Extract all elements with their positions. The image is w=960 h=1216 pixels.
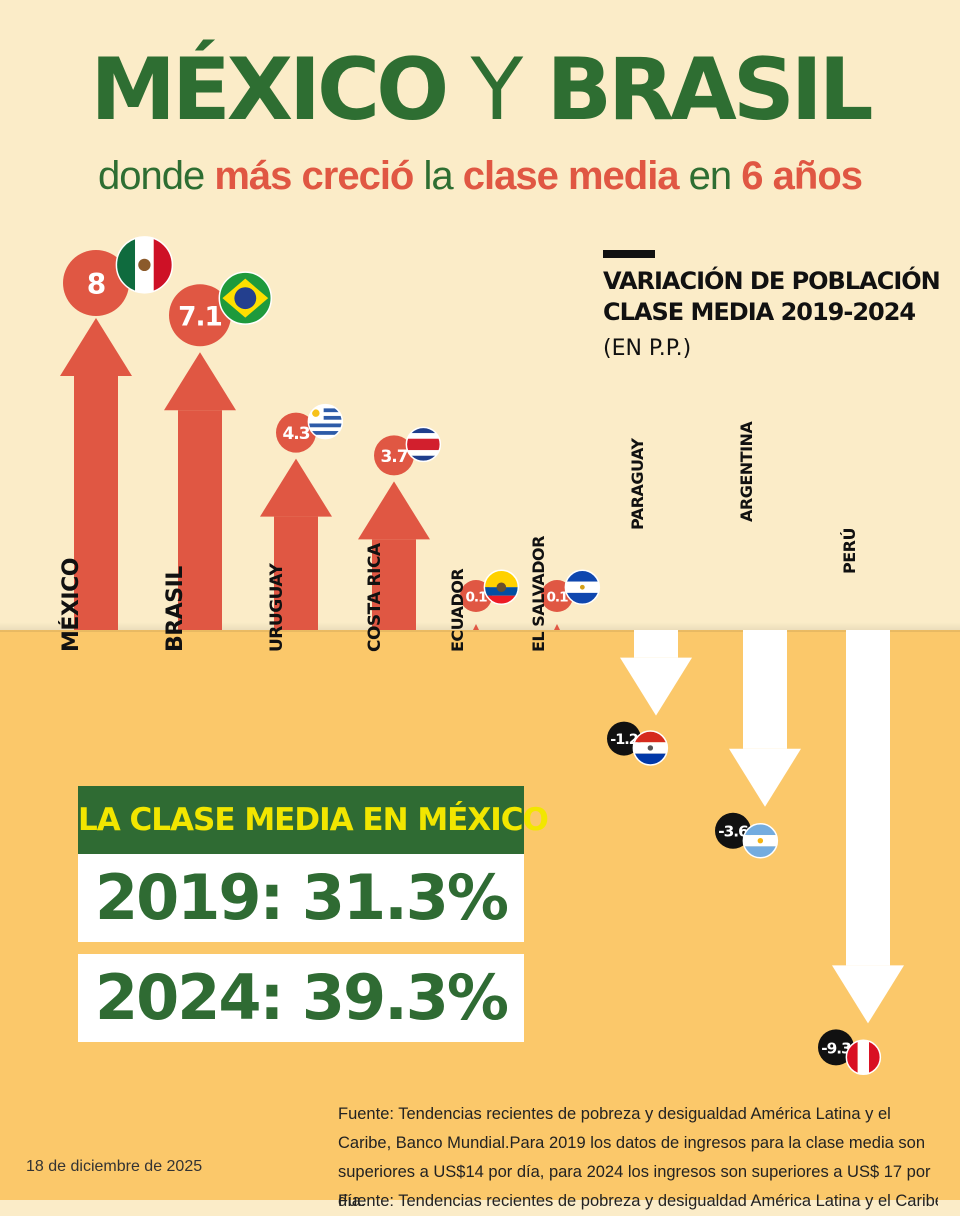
bar-arrowhead: [164, 352, 236, 411]
bar-arrowhead: [473, 624, 479, 630]
country-label: ARGENTINA: [737, 421, 757, 522]
mexico-summary-box: LA CLASE MEDIA EN MÉXICO 2019: 31.3% 202…: [78, 786, 549, 1042]
country-label: BRASIL: [162, 566, 188, 652]
subtitle-highlight: clase media: [462, 154, 680, 198]
value-label: 0.1: [465, 589, 487, 605]
mexico-flag: [115, 236, 174, 294]
subtitle-word: la: [413, 154, 463, 198]
value-circle: [607, 721, 641, 756]
value-label: 3.7: [380, 447, 407, 467]
subtitle-word: en: [678, 154, 742, 198]
country-label: COSTA RICA: [364, 543, 385, 652]
country-label: PARAGUAY: [628, 438, 648, 530]
country-label: PERÚ: [840, 528, 860, 574]
costa-rica-flag: [405, 426, 442, 463]
baseline-shadow: [0, 622, 960, 632]
bar-shaft: [743, 630, 787, 749]
legend-bar: [603, 250, 655, 258]
argentina-flag: [742, 822, 779, 859]
bar-shaft: [178, 410, 222, 630]
page-title: MÉXICO Y BRASIL: [0, 40, 960, 140]
value-label: -9.3: [821, 1039, 851, 1057]
value-label: 7.1: [178, 302, 222, 332]
country-label: EL SALVADOR: [529, 536, 549, 652]
mexico-2019-value: 2019: 31.3%: [78, 854, 524, 942]
value-label: -3.6: [718, 823, 748, 841]
bar-shaft: [846, 630, 890, 966]
bar-shaft: [274, 516, 318, 630]
bar-arrowhead: [620, 657, 692, 716]
value-circle: [374, 435, 414, 476]
bar-shaft: [372, 539, 416, 630]
value-circle: [818, 1029, 854, 1066]
value-label: 0.1: [546, 589, 568, 605]
source-note: Fuente: Tendencias recientes de pobreza …: [338, 1105, 931, 1210]
country-label: URUGUAY: [266, 563, 287, 652]
subtitle-highlight: 6 años: [741, 154, 863, 198]
uruguay-flag: [307, 403, 344, 440]
title-conjunction: Y: [445, 40, 547, 140]
country-label: MÉXICO: [58, 558, 84, 652]
bar-shaft: [634, 630, 678, 658]
publication-date: 18 de diciembre de 2025: [26, 1158, 203, 1175]
mexico-summary-header: LA CLASE MEDIA EN MÉXICO: [78, 786, 549, 854]
brazil-flag: [218, 271, 273, 325]
summary-gap: [78, 942, 524, 954]
value-label: -1.2: [610, 732, 638, 748]
legend-title: VARIACIÓN DE POBLACIÓN CLASE MEDIA 2019-…: [603, 267, 941, 326]
bar-arrowhead: [260, 458, 332, 517]
value-circle: [715, 812, 751, 849]
subtitle-word: donde: [98, 154, 215, 198]
value-circle: [276, 412, 316, 453]
title-brasil: BRASIL: [546, 40, 874, 140]
title-mexico: MÉXICO: [90, 40, 449, 140]
paraguay-flag: [632, 730, 669, 766]
bar-arrowhead: [358, 481, 430, 540]
bar-shaft: [74, 376, 118, 630]
bar-arrowhead: [60, 318, 132, 376]
mexico-2024-value: 2024: 39.3%: [78, 954, 524, 1042]
country-label: ECUADOR: [448, 568, 468, 652]
value-label: 4.3: [282, 424, 309, 444]
peru-flag: [845, 1039, 882, 1076]
bar-arrowhead: [554, 624, 560, 630]
el-salvador-flag: [564, 569, 601, 605]
top-background: [0, 0, 960, 630]
value-circle: [169, 284, 231, 347]
bar-arrowhead: [729, 748, 801, 807]
source-note-cutoff: Fuente: Tendencias recientes de pobreza …: [338, 1192, 938, 1210]
legend-unit: (EN P.P.): [603, 336, 692, 361]
value-label: 8: [87, 268, 106, 301]
value-circle: [63, 250, 129, 316]
subtitle-highlight: más creció: [214, 154, 414, 198]
ecuador-flag: [483, 569, 520, 605]
page-subtitle: donde más creció la clase media en 6 año…: [0, 150, 960, 202]
bar-arrowhead: [832, 965, 904, 1024]
